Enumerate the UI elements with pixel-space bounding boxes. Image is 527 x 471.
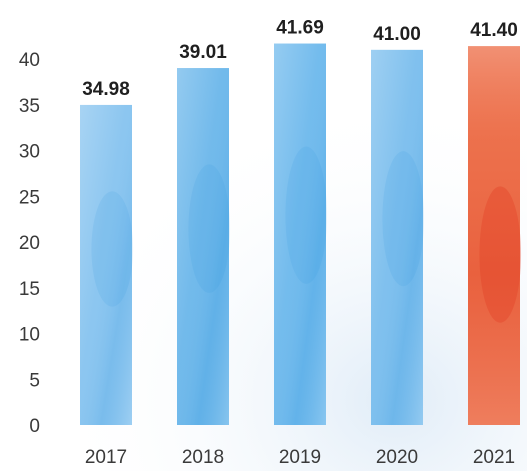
x-tick-label: 2021 [473, 447, 515, 468]
x-tick-label: 2020 [376, 447, 418, 468]
x-tick-label: 2019 [279, 447, 321, 468]
bar-texture [274, 43, 326, 425]
bar-texture [371, 49, 423, 425]
bar-texture [468, 46, 520, 425]
bar-2021 [468, 46, 522, 425]
y-tick-label: 40 [19, 50, 40, 71]
bar-texture [177, 68, 229, 425]
y-tick-label: 25 [19, 187, 40, 208]
bar-texture [80, 104, 132, 426]
y-axis: 0 5 10 15 20 25 30 35 40 [19, 50, 40, 437]
y-tick-label: 15 [19, 279, 40, 300]
bar-2018 [177, 68, 231, 425]
x-axis: 2017 2018 2019 2020 2021 [85, 447, 515, 468]
y-tick-label: 20 [19, 233, 40, 254]
bar-2019 [274, 43, 328, 425]
value-label: 41.00 [373, 24, 421, 45]
y-tick-label: 10 [19, 325, 40, 346]
value-label: 41.69 [276, 18, 324, 39]
bar-blotch [91, 191, 134, 307]
value-labels: 34.98 39.01 41.69 41.00 41.40 [82, 18, 518, 100]
value-label: 39.01 [179, 42, 227, 63]
y-tick-label: 35 [19, 96, 40, 117]
bars [80, 43, 522, 426]
value-label: 34.98 [82, 79, 130, 100]
bar-2020 [371, 49, 425, 425]
y-tick-label: 0 [29, 416, 40, 437]
bar-blotch [479, 186, 522, 323]
value-label: 41.40 [470, 20, 518, 41]
x-tick-label: 2017 [85, 447, 127, 468]
y-tick-label: 5 [29, 370, 40, 391]
bar-2017 [80, 104, 134, 426]
bar-blotch [285, 146, 328, 284]
x-tick-label: 2018 [182, 447, 224, 468]
y-tick-label: 30 [19, 142, 40, 163]
bar-blotch [382, 151, 425, 287]
bar-blotch [188, 164, 231, 293]
